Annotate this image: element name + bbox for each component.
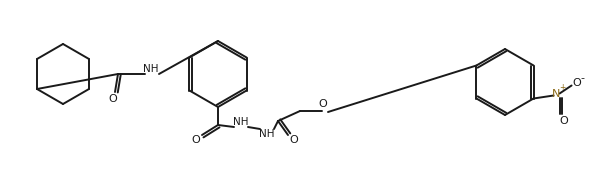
Text: O: O: [109, 94, 118, 104]
Text: +: +: [560, 83, 566, 92]
Text: O: O: [289, 135, 298, 145]
Text: O: O: [192, 135, 200, 145]
Text: NH: NH: [233, 117, 249, 127]
Text: O: O: [572, 78, 581, 88]
Text: O: O: [559, 116, 568, 126]
Text: NH: NH: [259, 129, 275, 139]
Text: NH: NH: [144, 64, 159, 74]
Text: N: N: [551, 89, 560, 98]
Text: O: O: [318, 99, 327, 109]
Text: -: -: [581, 74, 584, 84]
